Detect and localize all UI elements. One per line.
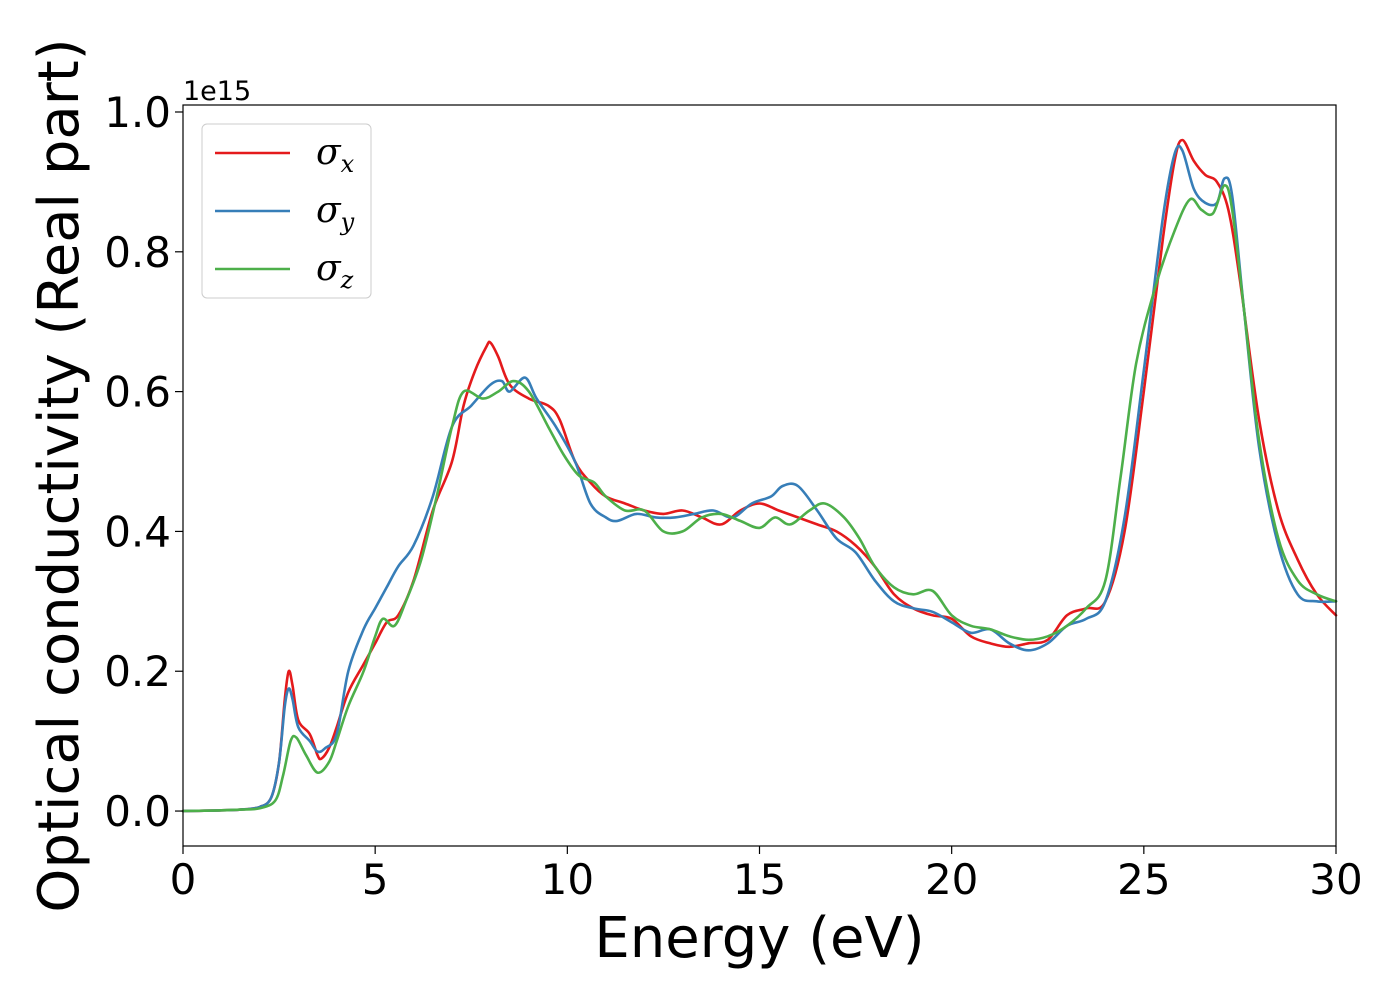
legend: σx σy σz xyxy=(201,123,372,299)
y-axis-ticks: 0.0 0.2 0.4 0.6 0.8 1.0 xyxy=(104,88,183,836)
legend-label-z: σz xyxy=(316,248,354,294)
x-tick-label: 15 xyxy=(733,855,786,904)
x-axis-ticks: 0 5 10 15 20 25 30 xyxy=(170,846,1363,904)
x-tick-label: 10 xyxy=(541,855,594,904)
series-line-x xyxy=(181,138,1338,813)
y-tick-label: 0.2 xyxy=(104,647,171,696)
y-tick-label: 0.0 xyxy=(104,787,171,836)
y-tick-label: 0.4 xyxy=(104,507,171,556)
series-line-z xyxy=(181,184,1338,813)
y-axis-title: Optical conductivity (Real part) xyxy=(27,38,92,912)
y-tick-label: 0.6 xyxy=(104,368,171,417)
x-axis-title: Energy (eV) xyxy=(594,906,924,971)
y-tick-label: 1.0 xyxy=(104,88,171,137)
series-layer xyxy=(181,138,1338,813)
y-tick-label: 0.8 xyxy=(104,228,171,277)
x-tick-label: 20 xyxy=(925,855,978,904)
legend-label-y: σy xyxy=(316,190,355,236)
x-tick-label: 5 xyxy=(362,855,389,904)
x-tick-label: 25 xyxy=(1117,855,1170,904)
y-axis-offset-label: 1e15 xyxy=(183,76,251,107)
legend-label-x: σx xyxy=(316,132,355,178)
x-tick-label: 0 xyxy=(170,855,197,904)
x-tick-label: 30 xyxy=(1309,855,1362,904)
